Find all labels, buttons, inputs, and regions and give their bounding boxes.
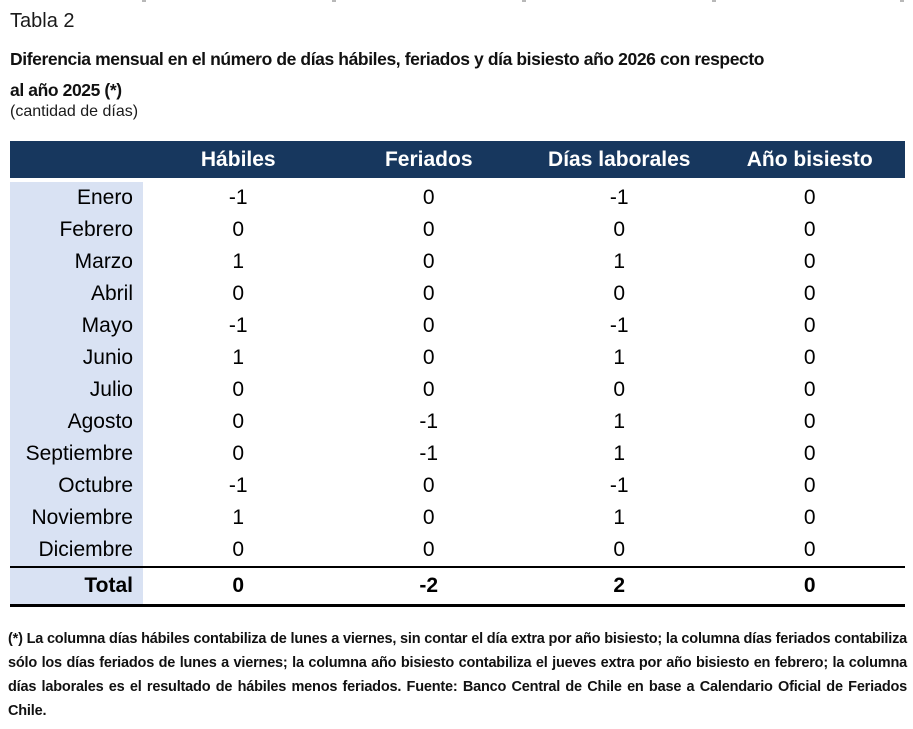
total-cell-value: 0 bbox=[803, 574, 816, 597]
crop-artifact-mark bbox=[712, 0, 716, 2]
cell-value: 0 bbox=[232, 218, 245, 241]
diff-table: Hábiles Feriados Días laborales Año bisi… bbox=[10, 141, 905, 607]
cell-value: 0 bbox=[422, 282, 435, 305]
cell-value: 1 bbox=[613, 442, 626, 465]
row-label: Octubre bbox=[10, 470, 143, 502]
cell-value: 0 bbox=[803, 506, 816, 529]
cell-value: 0 bbox=[422, 506, 435, 529]
table-row: Julio 0 0 0 0 bbox=[10, 374, 905, 406]
cell-value: 0 bbox=[613, 538, 626, 561]
cell-value: 0 bbox=[232, 442, 245, 465]
cell-value: 0 bbox=[803, 282, 816, 305]
table-number-label: Tabla 2 bbox=[10, 10, 75, 32]
table-body: Enero -1 0 -1 0 Febrero 0 0 0 0 Marzo 1 0 1 0 Abril 0 0 0 0… bbox=[10, 182, 905, 566]
crop-artifact-mark bbox=[522, 0, 526, 2]
cell-value: 0 bbox=[803, 250, 816, 273]
row-label: Febrero bbox=[10, 214, 143, 246]
table-row: Mayo -1 0 -1 0 bbox=[10, 310, 905, 342]
cell-value: -1 bbox=[419, 442, 439, 465]
row-label: Septiembre bbox=[10, 438, 143, 470]
table-total-row: Total 0 -2 2 0 bbox=[10, 566, 905, 607]
cell-value: 0 bbox=[422, 346, 435, 369]
column-header-dias-laborales: Días laborales bbox=[548, 147, 691, 171]
cell-value: 1 bbox=[613, 346, 626, 369]
cell-value: -1 bbox=[609, 474, 629, 497]
cell-value: 0 bbox=[422, 218, 435, 241]
column-header-feriados: Feriados bbox=[384, 147, 473, 171]
column-header-habiles: Hábiles bbox=[200, 147, 276, 171]
table-row: Octubre -1 0 -1 0 bbox=[10, 470, 905, 502]
cell-value: -1 bbox=[609, 314, 629, 337]
cell-value: 0 bbox=[613, 378, 626, 401]
cell-value: 0 bbox=[232, 410, 245, 433]
table-row: Abril 0 0 0 0 bbox=[10, 278, 905, 310]
cell-value: 0 bbox=[422, 538, 435, 561]
cell-value: 1 bbox=[232, 346, 245, 369]
row-label: Julio bbox=[10, 374, 143, 406]
table-row: Agosto 0 -1 1 0 bbox=[10, 406, 905, 438]
total-row-label: Total bbox=[10, 568, 143, 604]
cell-value: 0 bbox=[803, 410, 816, 433]
table-row: Septiembre 0 -1 1 0 bbox=[10, 438, 905, 470]
row-label: Mayo bbox=[10, 310, 143, 342]
cell-value: 0 bbox=[232, 538, 245, 561]
row-label: Diciembre bbox=[10, 534, 143, 566]
table-row: Enero -1 0 -1 0 bbox=[10, 182, 905, 214]
row-label: Agosto bbox=[10, 406, 143, 438]
cell-value: 0 bbox=[422, 186, 435, 209]
cell-value: 0 bbox=[803, 218, 816, 241]
cell-value: 0 bbox=[803, 346, 816, 369]
table-row: Junio 1 0 1 0 bbox=[10, 342, 905, 374]
cell-value: 0 bbox=[232, 282, 245, 305]
cell-value: 1 bbox=[232, 250, 245, 273]
table-row: Diciembre 0 0 0 0 bbox=[10, 534, 905, 566]
cell-value: 1 bbox=[232, 506, 245, 529]
table-row: Marzo 1 0 1 0 bbox=[10, 246, 905, 278]
cell-value: 1 bbox=[613, 506, 626, 529]
cell-value: 1 bbox=[613, 250, 626, 273]
crop-artifact-mark bbox=[142, 0, 146, 2]
cell-value: 0 bbox=[232, 378, 245, 401]
cell-value: -1 bbox=[228, 474, 248, 497]
crop-artifact-mark bbox=[332, 0, 336, 2]
total-cell-value: 2 bbox=[613, 574, 626, 597]
cell-value: -1 bbox=[228, 314, 248, 337]
cell-value: 0 bbox=[422, 378, 435, 401]
cell-value: 0 bbox=[803, 538, 816, 561]
row-label: Marzo bbox=[10, 246, 143, 278]
total-cell-value: 0 bbox=[232, 574, 245, 597]
crop-artifact-mark bbox=[900, 0, 904, 2]
table-row: Febrero 0 0 0 0 bbox=[10, 214, 905, 246]
row-label: Noviembre bbox=[10, 502, 143, 534]
column-header-ano-bisiesto: Año bisiesto bbox=[746, 147, 873, 171]
cell-value: -1 bbox=[419, 410, 439, 433]
footnote: (*) La columna días hábiles contabiliza … bbox=[8, 631, 907, 719]
header-label-spacer bbox=[10, 141, 143, 178]
cell-value: 0 bbox=[422, 314, 435, 337]
table-row: Noviembre 1 0 1 0 bbox=[10, 502, 905, 534]
cell-value: 0 bbox=[613, 218, 626, 241]
table-header-row: Hábiles Feriados Días laborales Año bisi… bbox=[10, 141, 905, 178]
total-cell-value: -2 bbox=[419, 574, 439, 597]
cell-value: 0 bbox=[803, 442, 816, 465]
table-subtitle: (cantidad de días) bbox=[10, 103, 139, 120]
cell-value: -1 bbox=[609, 186, 629, 209]
cell-value: 0 bbox=[803, 474, 816, 497]
cell-value: 0 bbox=[613, 282, 626, 305]
row-label: Junio bbox=[10, 342, 143, 374]
cell-value: 0 bbox=[803, 314, 816, 337]
cell-value: -1 bbox=[228, 186, 248, 209]
cell-value: 1 bbox=[613, 410, 626, 433]
cell-value: 0 bbox=[803, 186, 816, 209]
cell-value: 0 bbox=[422, 474, 435, 497]
row-label: Enero bbox=[10, 182, 143, 214]
cell-value: 0 bbox=[422, 250, 435, 273]
row-label: Abril bbox=[10, 278, 143, 310]
table-title: Diferencia mensual en el número de días … bbox=[10, 49, 765, 100]
cell-value: 0 bbox=[803, 378, 816, 401]
